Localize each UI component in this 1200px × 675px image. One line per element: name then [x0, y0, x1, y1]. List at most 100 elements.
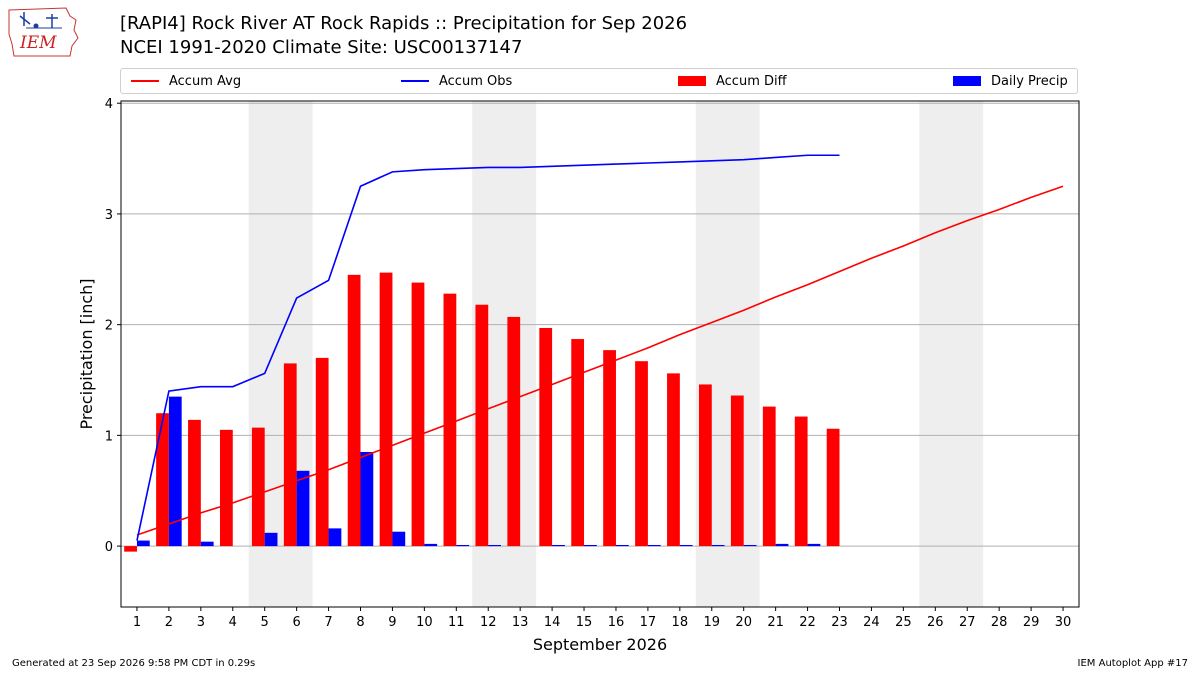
- daily-precip-bar: [615, 544, 629, 547]
- x-tick-label: 2: [165, 615, 173, 630]
- legend-swatch-accum-diff: [678, 75, 706, 86]
- y-tick-label: 4: [105, 97, 113, 112]
- x-tick-label: 8: [356, 615, 364, 630]
- daily-precip-bar: [743, 544, 757, 547]
- accum-diff-bar: [667, 373, 680, 547]
- accum-diff-bar: [794, 416, 808, 547]
- legend-label-accum-obs: Accum Obs: [439, 74, 513, 89]
- x-axis-label: September 2026: [533, 635, 667, 654]
- x-tick-label: 25: [895, 615, 912, 630]
- accum-diff-bar: [539, 327, 553, 547]
- x-tick-label: 28: [991, 615, 1008, 630]
- title-line-1: [RAPI4] Rock River AT Rock Rapids :: Pre…: [120, 13, 688, 34]
- x-tick-label: 21: [767, 615, 784, 630]
- x-tick-label: 18: [672, 615, 689, 630]
- x-tick-label: 26: [927, 615, 944, 630]
- iem-logo: IEM: [6, 4, 82, 60]
- iowa-map-logo-icon: IEM: [8, 7, 79, 57]
- logo-text: IEM: [19, 33, 57, 53]
- x-tick-label: 17: [640, 615, 657, 630]
- accum-diff-bar: [219, 429, 233, 547]
- accum-diff-bar: [315, 357, 329, 547]
- y-tick-label: 3: [105, 208, 113, 223]
- accum-diff-bar: [283, 363, 297, 547]
- accum-diff-bar: [762, 406, 776, 547]
- footer-generated: Generated at 23 Sep 2026 9:58 PM CDT in …: [12, 658, 256, 669]
- y-tick-label: 2: [105, 319, 113, 334]
- legend-swatch-accum-avg: [131, 79, 159, 82]
- legend-label-accum-avg: Accum Avg: [169, 74, 242, 89]
- daily-precip-bar: [200, 541, 214, 547]
- weekend-shade-4: [919, 101, 984, 607]
- daily-precip-bar: [711, 544, 725, 547]
- accum-diff-bar: [124, 546, 137, 552]
- daily-precip-bar: [168, 396, 182, 547]
- accum-obs-line: [136, 154, 840, 541]
- x-tick-label: 9: [388, 615, 396, 630]
- accum-diff-bar: [188, 419, 201, 547]
- y-axis-label: Precipitation [inch]: [77, 278, 96, 429]
- accum-diff-bar: [379, 272, 393, 547]
- x-tick-label: 23: [831, 615, 848, 630]
- plot-frame: [120, 100, 1080, 608]
- daily-precip-bar: [456, 544, 470, 547]
- daily-precip-bar: [136, 540, 150, 547]
- x-tick-label: 4: [229, 615, 237, 630]
- chart-title: [RAPI4] Rock River AT Rock Rapids :: Pre…: [120, 12, 687, 60]
- accum-diff-bar: [156, 413, 169, 547]
- daily-precip-bar: [647, 544, 661, 547]
- legend-item-accum-avg: Accum Avg: [131, 73, 241, 91]
- x-tick-label: 13: [512, 615, 529, 630]
- y-tick-label: 0: [105, 540, 113, 555]
- daily-precip-bar: [424, 543, 438, 547]
- legend-item-daily-precip: Daily Precip: [953, 73, 1068, 91]
- daily-precip-bar: [328, 528, 342, 547]
- daily-precip-bar: [679, 544, 693, 547]
- accum-diff-bar: [411, 282, 425, 547]
- x-tick-label: 6: [292, 615, 300, 630]
- x-tick-label: 22: [799, 615, 816, 630]
- footer-app: IEM Autoplot App #17: [1077, 658, 1188, 669]
- daily-precip-bar: [392, 531, 406, 547]
- daily-precip-bar: [552, 544, 565, 547]
- x-tick-label: 5: [261, 615, 269, 630]
- y-tick-label: 1: [105, 429, 113, 444]
- x-tick-label: 29: [1023, 615, 1040, 630]
- daily-precip-bar: [296, 470, 310, 547]
- accum-diff-bar: [475, 304, 489, 547]
- x-tick-label: 24: [863, 615, 880, 630]
- accum-diff-bar: [698, 384, 712, 547]
- daily-precip-bar: [775, 543, 789, 547]
- legend-item-accum-diff: Accum Diff: [678, 73, 787, 91]
- x-tick-label: 20: [735, 615, 752, 630]
- x-tick-label: 7: [324, 615, 332, 630]
- accum-diff-bar: [251, 427, 265, 547]
- accum-diff-bar: [507, 316, 521, 547]
- accum-avg-line: [136, 185, 1064, 536]
- accum-diff-bar: [635, 361, 648, 547]
- daily-precip-bar: [488, 544, 502, 547]
- accum-diff-bar: [603, 350, 616, 547]
- x-tick-label: 11: [448, 615, 465, 630]
- accum-diff-bar: [571, 339, 585, 547]
- title-line-2: NCEI 1991-2020 Climate Site: USC00137147: [120, 37, 523, 58]
- legend-label-accum-diff: Accum Diff: [716, 74, 787, 89]
- x-tick-label: 27: [959, 615, 976, 630]
- daily-precip-bar: [264, 532, 278, 547]
- daily-precip-bar: [807, 543, 821, 547]
- x-tick-label: 1: [133, 615, 141, 630]
- accum-diff-bar: [347, 274, 361, 547]
- x-tick-label: 3: [197, 615, 205, 630]
- legend-swatch-accum-obs: [401, 79, 429, 82]
- x-tick-label: 16: [608, 615, 625, 630]
- daily-precip-bar: [584, 544, 597, 547]
- x-tick-label: 12: [480, 615, 497, 630]
- x-tick-label: 30: [1055, 615, 1072, 630]
- accum-diff-bar: [730, 395, 744, 547]
- daily-precip-bar: [360, 451, 374, 547]
- x-tick-label: 10: [416, 615, 433, 630]
- legend: Accum Avg Accum Obs Accum Diff Daily Pre…: [120, 68, 1078, 94]
- accum-diff-bar: [826, 428, 840, 547]
- legend-item-accum-obs: Accum Obs: [401, 73, 512, 91]
